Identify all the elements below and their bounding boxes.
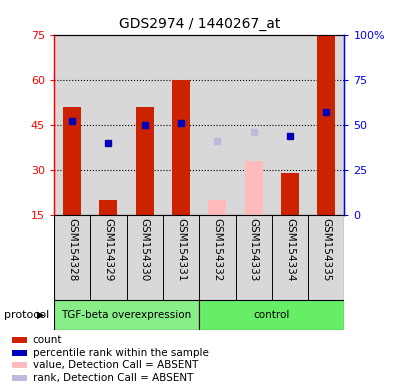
Text: control: control (254, 310, 290, 320)
Text: protocol: protocol (4, 310, 49, 320)
Bar (127, 215, 163, 300)
Bar (244, 161, 263, 215)
Bar (54, 300, 199, 330)
Bar (281, 173, 299, 215)
Text: count: count (33, 335, 62, 345)
Text: GSM154330: GSM154330 (140, 218, 150, 281)
Bar (317, 35, 335, 215)
Text: GSM154332: GSM154332 (212, 218, 222, 281)
Bar (63, 107, 81, 215)
Bar (54, 35, 90, 215)
Text: TGF-beta overexpression: TGF-beta overexpression (61, 310, 192, 320)
Title: GDS2974 / 1440267_at: GDS2974 / 1440267_at (119, 17, 280, 31)
Bar (308, 35, 344, 215)
Text: GSM154334: GSM154334 (285, 218, 295, 281)
Bar (172, 80, 190, 215)
Bar (163, 215, 199, 300)
Text: percentile rank within the sample: percentile rank within the sample (33, 348, 208, 358)
Bar (272, 215, 308, 300)
Bar (54, 215, 90, 300)
Bar (127, 35, 163, 215)
Bar (12, 375, 27, 381)
Text: GSM154329: GSM154329 (103, 218, 113, 281)
Bar (199, 300, 344, 330)
Bar (90, 215, 127, 300)
Bar (90, 35, 127, 215)
Bar (12, 337, 27, 343)
Text: rank, Detection Call = ABSENT: rank, Detection Call = ABSENT (33, 373, 193, 383)
Bar (236, 35, 272, 215)
Bar (208, 200, 227, 215)
Text: ▶: ▶ (37, 310, 45, 320)
Bar (12, 350, 27, 356)
Text: value, Detection Call = ABSENT: value, Detection Call = ABSENT (33, 360, 198, 370)
Text: GSM154335: GSM154335 (321, 218, 331, 281)
Bar (136, 107, 154, 215)
Bar (199, 35, 236, 215)
Bar (199, 215, 236, 300)
Bar (236, 215, 272, 300)
Text: GSM154333: GSM154333 (249, 218, 259, 281)
Text: GSM154328: GSM154328 (67, 218, 77, 281)
Bar (163, 35, 199, 215)
Text: GSM154331: GSM154331 (176, 218, 186, 281)
Bar (308, 215, 344, 300)
Bar (99, 200, 117, 215)
Bar (272, 35, 308, 215)
Bar (12, 362, 27, 368)
